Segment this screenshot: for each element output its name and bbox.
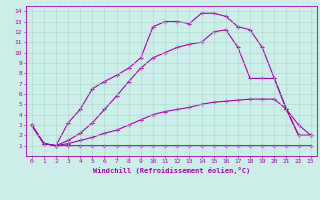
X-axis label: Windchill (Refroidissement éolien,°C): Windchill (Refroidissement éolien,°C) xyxy=(92,167,250,174)
